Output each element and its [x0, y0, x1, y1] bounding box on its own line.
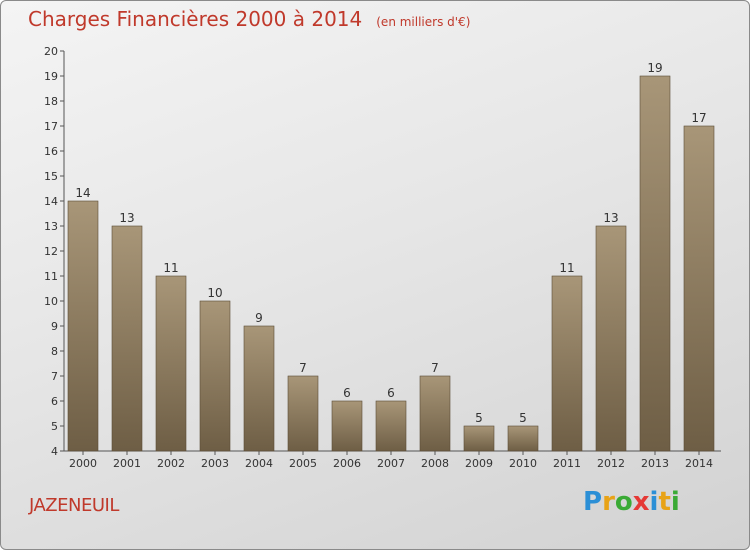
x-tick-label: 2005 — [289, 457, 317, 470]
proxiti-logo[interactable]: Proxiti — [583, 487, 680, 517]
bar — [331, 400, 363, 452]
logo-letter: o — [614, 487, 633, 517]
y-tick-label: 12 — [44, 245, 58, 258]
x-tick-label: 2002 — [157, 457, 185, 470]
logo-letter: i — [670, 487, 680, 517]
y-tick-label: 20 — [44, 45, 58, 58]
bar-value-label: 11 — [163, 261, 178, 275]
logo-letter: i — [649, 487, 659, 517]
x-tick-label: 2009 — [465, 457, 493, 470]
logo-letter: x — [632, 487, 650, 517]
commune-name: JAZENEUIL — [29, 495, 119, 516]
bar-value-label: 17 — [691, 111, 706, 125]
y-tick-label: 18 — [44, 95, 58, 108]
bar-value-label: 13 — [603, 211, 618, 225]
y-tick-label: 13 — [44, 220, 58, 233]
x-tick-label: 2003 — [201, 457, 229, 470]
y-tick-label: 17 — [44, 120, 58, 133]
bar-value-label: 19 — [647, 61, 662, 75]
y-tick-label: 5 — [51, 420, 58, 433]
x-tick-label: 2006 — [333, 457, 361, 470]
bar — [287, 375, 319, 452]
x-tick-label: 2013 — [641, 457, 669, 470]
y-tick-label: 4 — [51, 445, 58, 458]
bar — [507, 425, 539, 452]
bar-value-label: 6 — [343, 386, 351, 400]
bar — [595, 225, 627, 452]
y-tick-label: 16 — [44, 145, 58, 158]
bar — [639, 75, 671, 452]
bar — [67, 200, 99, 452]
logo-letter: t — [658, 487, 671, 517]
y-tick-label: 15 — [44, 170, 58, 183]
y-tick-label: 19 — [44, 70, 58, 83]
chart-subtitle: (en milliers d'€) — [376, 15, 471, 29]
x-tick-label: 2007 — [377, 457, 405, 470]
y-tick-label: 10 — [44, 295, 58, 308]
y-tick-label: 11 — [44, 270, 58, 283]
x-tick-label: 2014 — [685, 457, 713, 470]
logo-letter: r — [602, 487, 615, 517]
y-tick-label: 6 — [51, 395, 58, 408]
bar-value-label: 11 — [559, 261, 574, 275]
y-tick-label: 9 — [51, 320, 58, 333]
y-tick-label: 7 — [51, 370, 58, 383]
bar-value-label: 5 — [475, 411, 483, 425]
bar-value-label: 7 — [299, 361, 307, 375]
x-tick-label: 2004 — [245, 457, 273, 470]
y-tick-label: 8 — [51, 345, 58, 358]
bar-value-label: 10 — [207, 286, 222, 300]
x-tick-label: 2008 — [421, 457, 449, 470]
bar — [375, 400, 407, 452]
y-tick-label: 14 — [44, 195, 58, 208]
bar-value-label: 13 — [119, 211, 134, 225]
bar — [243, 325, 275, 452]
logo-letter: P — [583, 487, 603, 517]
bar — [155, 275, 187, 452]
bar — [419, 375, 451, 452]
bar-value-label: 14 — [75, 186, 90, 200]
bar — [199, 300, 231, 452]
x-tick-label: 2000 — [69, 457, 97, 470]
x-tick-label: 2001 — [113, 457, 141, 470]
x-tick-label: 2011 — [553, 457, 581, 470]
bar-value-label: 9 — [255, 311, 263, 325]
bar — [551, 275, 583, 452]
bar-value-label: 6 — [387, 386, 395, 400]
bar — [683, 125, 715, 452]
x-tick-label: 2010 — [509, 457, 537, 470]
bar — [463, 425, 495, 452]
bar — [111, 225, 143, 452]
bar-value-label: 5 — [519, 411, 527, 425]
chart-title: Charges Financières 2000 à 2014 (en milli… — [28, 7, 471, 31]
bar-value-label: 7 — [431, 361, 439, 375]
x-tick-label: 2012 — [597, 457, 625, 470]
